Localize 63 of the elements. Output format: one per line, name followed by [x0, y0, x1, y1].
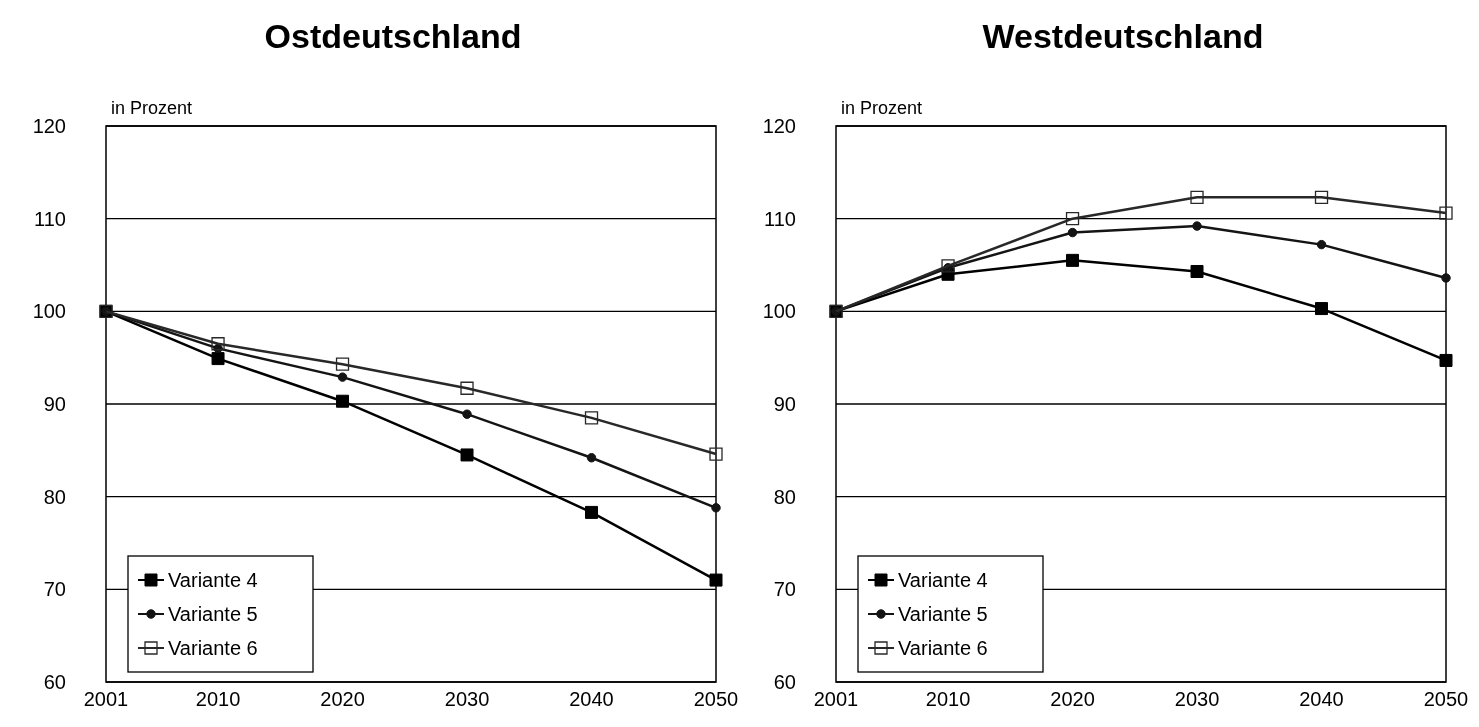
legend-label: Variante 6 — [898, 637, 988, 659]
chart-title: Ostdeutschland — [264, 17, 522, 55]
point — [709, 573, 723, 587]
point — [585, 505, 599, 519]
y-tick-label: 90 — [43, 393, 66, 415]
legend-label: Variante 4 — [898, 569, 988, 591]
point — [586, 453, 597, 463]
y-axis-title: in Prozent — [841, 98, 923, 118]
point — [337, 372, 348, 382]
legend-label: Variante 5 — [898, 603, 988, 625]
point — [211, 352, 225, 366]
x-tick-label: 2020 — [320, 688, 365, 710]
legend-label: Variante 5 — [168, 603, 258, 625]
point — [941, 259, 955, 273]
point — [584, 411, 599, 425]
point — [462, 409, 472, 419]
y-tick-label: 100 — [762, 300, 796, 323]
x-tick-label: 2010 — [195, 688, 241, 710]
point — [335, 357, 350, 371]
y-tick-label: 100 — [32, 300, 66, 323]
point — [1441, 273, 1451, 283]
point — [1439, 353, 1453, 367]
x-tick-label: 2001 — [83, 688, 129, 710]
point — [1190, 264, 1204, 278]
y-tick-label: 80 — [43, 485, 66, 508]
y-tick-label: 110 — [764, 207, 796, 230]
point — [460, 381, 474, 395]
x-tick-label: 2050 — [1423, 688, 1469, 710]
x-tick-label: 2001 — [813, 688, 859, 710]
point — [1065, 212, 1080, 226]
x-tick-label: 2030 — [444, 688, 490, 710]
x-tick-label: 2030 — [1174, 688, 1220, 710]
y-tick-label: 60 — [43, 671, 66, 693]
x-tick-label: 2020 — [1050, 688, 1095, 710]
point — [1315, 302, 1329, 316]
y-tick-label: 120 — [762, 115, 796, 137]
point — [460, 448, 474, 462]
point — [211, 337, 225, 351]
y-tick-label: 90 — [773, 393, 796, 415]
point — [709, 447, 723, 461]
y-tick-label: 110 — [34, 207, 66, 230]
legend-label: Variante 6 — [168, 637, 258, 659]
point — [1439, 206, 1453, 220]
y-tick-label: 80 — [773, 485, 796, 508]
x-tick-label: 2010 — [925, 688, 971, 710]
y-tick-label: 70 — [43, 578, 66, 601]
x-tick-label: 2040 — [1299, 688, 1344, 710]
point — [1066, 253, 1080, 267]
point — [1314, 190, 1329, 204]
point — [336, 394, 350, 408]
x-tick-label: 2050 — [693, 688, 739, 710]
point — [1316, 239, 1327, 250]
y-tick-label: 120 — [32, 115, 66, 137]
y-tick-label: 60 — [773, 671, 796, 693]
legend-label: Variante 4 — [168, 569, 258, 591]
chart-title: Westdeutschland — [982, 17, 1264, 55]
y-tick-label: 70 — [773, 578, 796, 601]
x-tick-label: 2040 — [569, 688, 614, 710]
point — [1192, 221, 1202, 231]
y-axis-title: in Prozent — [111, 98, 193, 118]
point — [711, 503, 721, 513]
point — [1190, 190, 1204, 204]
point — [1067, 227, 1078, 238]
